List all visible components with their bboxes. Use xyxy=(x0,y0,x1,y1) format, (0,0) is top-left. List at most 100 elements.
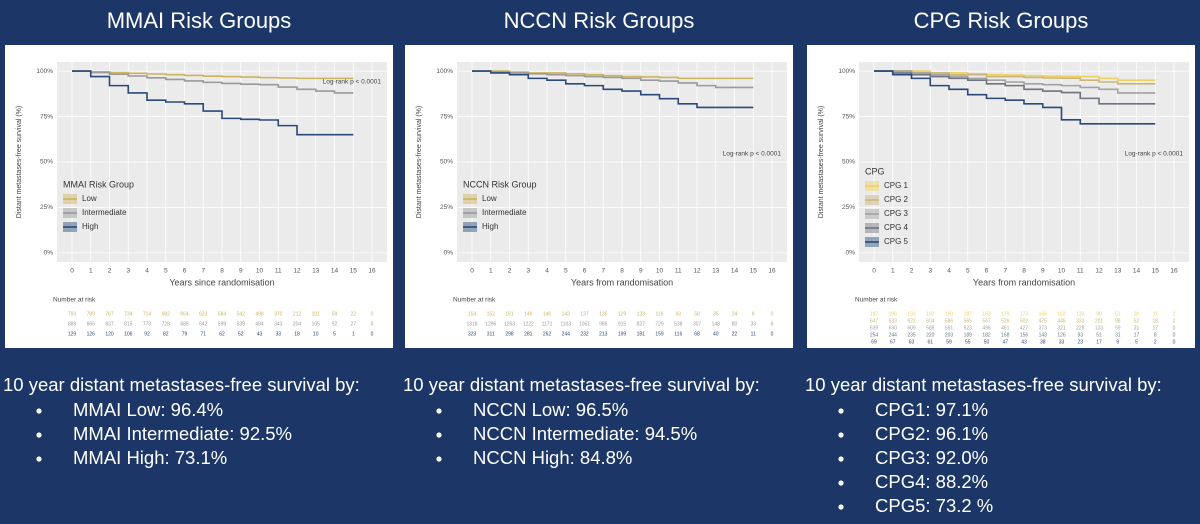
risk-count: 129 xyxy=(618,311,627,317)
risk-count: 8 xyxy=(1154,332,1157,338)
risk-count: 199 xyxy=(618,331,627,337)
risk-count: 5 xyxy=(333,331,336,337)
risk-count: 106 xyxy=(124,331,133,337)
risk-count: 101 xyxy=(312,311,321,317)
risk-count: 789 xyxy=(87,311,96,317)
risk-count: 1103 xyxy=(560,321,571,327)
risk-count: 58 xyxy=(694,311,700,317)
y-tick-label: 0% xyxy=(846,250,856,257)
y-tick-label: 0% xyxy=(44,250,54,257)
bullet xyxy=(838,432,844,438)
x-tick-label: 14 xyxy=(731,268,739,275)
risk-count: 18 xyxy=(1152,318,1158,324)
risk-count: 0 xyxy=(371,321,374,327)
y-tick-label: 25% xyxy=(842,204,855,211)
risk-count: 43 xyxy=(1021,339,1027,345)
risk-count: 502 xyxy=(1020,318,1029,324)
risk-count: 105 xyxy=(312,321,321,327)
risk-count: 92 xyxy=(144,331,150,337)
y-tick-label: 50% xyxy=(440,159,453,166)
risk-count: 151 xyxy=(505,311,514,317)
risk-count: 31 xyxy=(1115,332,1121,338)
risk-count: 6 xyxy=(771,321,774,327)
risk-count: 599 xyxy=(218,321,227,327)
risk-count: 52 xyxy=(238,331,244,337)
risk-count: 586 xyxy=(945,318,954,324)
risk-count: 1318 xyxy=(466,321,477,327)
risk-count: 59 xyxy=(946,339,952,345)
x-tick-label: 5 xyxy=(164,268,168,275)
risk-count: 484 xyxy=(255,321,264,327)
y-tick-label: 100% xyxy=(436,68,453,75)
risk-count: 51 xyxy=(1115,311,1121,317)
risk-count: 588 xyxy=(926,325,935,331)
bullet xyxy=(838,456,844,462)
summary-item: CPG2: 96.1% xyxy=(875,423,988,444)
risk-count: 33 xyxy=(750,321,756,327)
summary-item: CPG3: 92.0% xyxy=(875,447,988,468)
legend-label: High xyxy=(82,222,98,231)
risk-count: 11 xyxy=(751,331,756,337)
risk-count: 213 xyxy=(599,331,608,337)
x-tick-label: 8 xyxy=(620,268,624,275)
x-tick-label: 14 xyxy=(1133,268,1141,275)
risk-count: 323 xyxy=(468,331,477,337)
risk-count: 461 xyxy=(1001,325,1010,331)
bullet xyxy=(838,408,844,414)
risk-count: 244 xyxy=(889,332,898,338)
risk-count: 311 xyxy=(487,331,495,337)
risk-table-title: Number at risk xyxy=(53,297,96,304)
risk-count: 734 xyxy=(124,311,133,317)
risk-count: 71 xyxy=(200,331,206,337)
annotation: Log-rank p < 0.0001 xyxy=(323,79,382,86)
risk-count: 137 xyxy=(580,311,589,317)
risk-count: 262 xyxy=(543,331,552,337)
risk-count: 173 xyxy=(1020,311,1029,317)
risk-count: 498 xyxy=(255,311,264,317)
x-axis-label: Years from randomisation xyxy=(973,277,1075,287)
survival-curve xyxy=(874,70,1156,125)
risk-count: 496 xyxy=(982,325,991,331)
risk-count: 196 xyxy=(889,311,898,317)
summary-item: NCCN Intermediate: 94.5% xyxy=(473,423,697,444)
x-tick-label: 5 xyxy=(564,268,568,275)
y-axis-label: Distant metastases-free survival (%) xyxy=(818,106,825,218)
risk-count: 33 xyxy=(1059,339,1065,345)
legend-label: Low xyxy=(82,194,97,203)
risk-count: 729 xyxy=(655,321,664,327)
risk-count: 120 xyxy=(105,331,114,337)
summary-item: NCCN High: 84.8% xyxy=(473,447,632,468)
risk-count: 143 xyxy=(562,311,571,317)
y-tick-label: 100% xyxy=(36,68,53,75)
survival-curve xyxy=(472,70,754,80)
x-tick-label: 7 xyxy=(601,268,605,275)
bullet xyxy=(36,432,42,438)
risk-count: 10 xyxy=(313,331,319,337)
risk-count: 156 xyxy=(1020,332,1029,338)
y-axis-label: Distant metastases-free survival (%) xyxy=(16,106,23,218)
risk-count: 17 xyxy=(1096,339,1102,345)
risk-count: 40 xyxy=(713,331,719,337)
risk-count: 0 xyxy=(371,331,374,337)
risk-count: 182 xyxy=(982,332,991,338)
x-tick-label: 3 xyxy=(928,268,932,275)
x-tick-label: 7 xyxy=(201,268,205,275)
x-tick-label: 11 xyxy=(275,268,282,275)
risk-count: 0 xyxy=(1173,325,1176,331)
risk-count: 23 xyxy=(1077,339,1083,345)
legend-label: CPG 4 xyxy=(884,223,909,232)
risk-count: 168 xyxy=(1001,332,1010,338)
risk-count: 2 xyxy=(1154,339,1157,345)
risk-count: 1171 xyxy=(542,321,553,327)
risk-count: 93 xyxy=(1077,332,1083,338)
risk-count: 427 xyxy=(1020,325,1029,331)
y-tick-label: 100% xyxy=(838,68,855,75)
risk-count: 50 xyxy=(984,339,990,345)
risk-count: 220 xyxy=(926,332,935,338)
risk-count: 2 xyxy=(1173,318,1176,324)
legend-label: Intermediate xyxy=(482,208,527,217)
risk-count: 129 xyxy=(68,331,77,337)
risk-count: 152 xyxy=(487,311,496,317)
risk-count: 0 xyxy=(371,311,374,317)
x-tick-label: 1 xyxy=(489,268,493,275)
